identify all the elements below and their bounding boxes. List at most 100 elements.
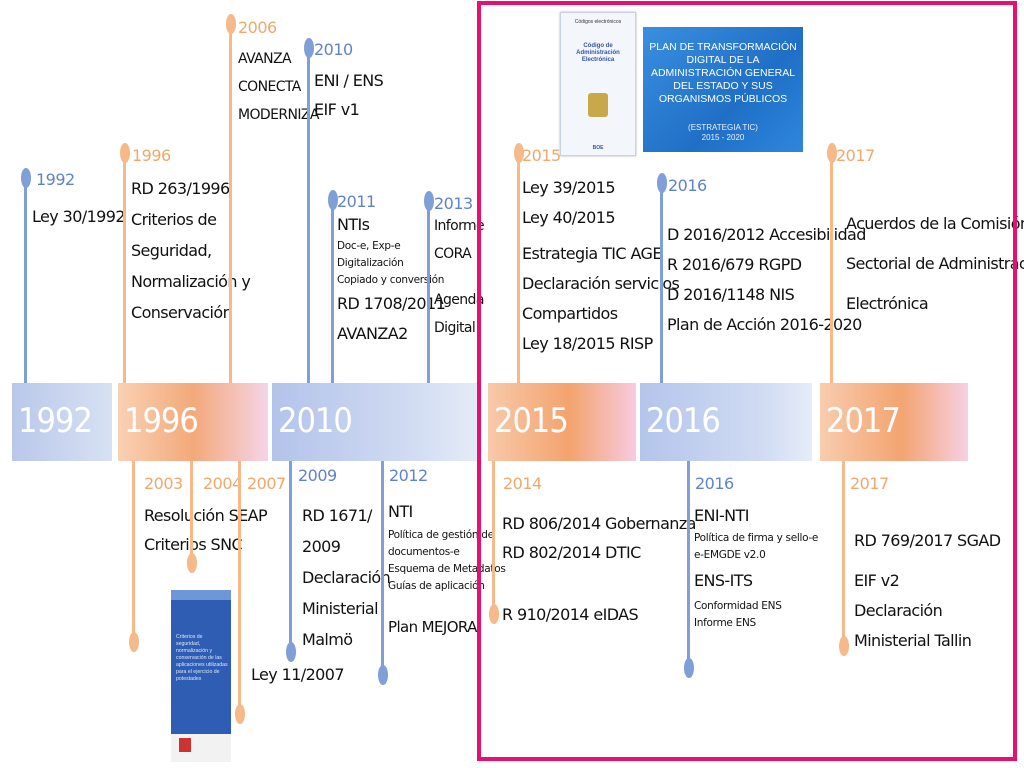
marker-dot <box>684 658 694 678</box>
timeline-band-2017: 2017 <box>820 383 968 461</box>
event-detail: Guías de aplicación <box>388 580 485 592</box>
event-line: Normalización y <box>131 272 251 291</box>
cover-header: Códigos electrónicos <box>574 19 622 25</box>
marker-dot <box>424 191 434 211</box>
event-line: RD 769/2017 SGAD <box>854 531 1001 550</box>
marker-dot <box>827 143 837 163</box>
marker-dot <box>226 14 236 34</box>
timeline-band-2010: 2010 <box>272 383 477 461</box>
event-line: Agenda <box>434 292 484 308</box>
event-year: 2009 <box>298 466 337 485</box>
codigo-administracion-electronica-cover: Códigos electrónicos Código de Administr… <box>560 12 636 156</box>
event-line: AVANZA <box>238 51 292 67</box>
event-line: CONECTA <box>238 79 301 95</box>
event-year: 2013 <box>434 194 473 213</box>
event-title: NTIs <box>337 215 370 234</box>
marker-dot <box>120 143 130 163</box>
event-line: Conservación <box>131 303 233 322</box>
event-line: Plan MEJORA <box>388 618 477 636</box>
marker-dot <box>328 190 338 210</box>
event-line: Resolución SEAP <box>144 506 268 525</box>
plan-transformacion-digital-cover: PLAN DE TRANSFORMACIÓN DIGITAL DE LA ADM… <box>643 27 803 152</box>
event-year: 2004 <box>203 474 242 493</box>
event-line: MODERNIZA <box>238 107 319 123</box>
event-year: 2016 <box>695 474 734 493</box>
event-title: NTI <box>388 502 413 521</box>
event-detail: Esquema de Metadatos <box>388 563 506 575</box>
event-line: Declaración <box>854 601 943 620</box>
event-line: Acuerdos de la Comisión <box>846 214 1024 233</box>
marker-dot <box>235 704 245 724</box>
event-year: 1992 <box>36 170 75 189</box>
band-year: 2016 <box>646 401 721 441</box>
event-year: 2017 <box>836 146 875 165</box>
event-line: Ministerial Tallin <box>854 631 972 650</box>
event-line: Declaración <box>302 568 391 587</box>
cover-title: Código de Administración Electrónica <box>576 43 620 63</box>
marker-dot <box>286 642 296 662</box>
band-year: 2010 <box>278 401 353 441</box>
event-line: Ley 30/1992 <box>32 207 126 226</box>
event-line: Malmö <box>302 630 353 649</box>
event-detail: documentos-e <box>388 546 460 558</box>
marker-dot <box>129 632 139 652</box>
cover-title: Criterios de seguridad, normalización y … <box>176 634 228 682</box>
event-year: 2014 <box>503 474 542 493</box>
marker-dot <box>489 604 499 624</box>
event-line: Ley 39/2015 <box>522 178 616 197</box>
cover-footer: BOE <box>592 145 604 151</box>
marker-dot <box>378 665 388 685</box>
event-line: RD 1671/ <box>302 506 372 525</box>
timeline-band-1996: 1996 <box>118 383 268 461</box>
event-year: 2006 <box>238 18 277 37</box>
event-year: 2011 <box>337 192 376 211</box>
cover-subtitle: (ESTRATEGIA TIC) <box>688 123 758 132</box>
event-year: 2015 <box>522 146 561 165</box>
event-line: Criterios de <box>131 210 217 229</box>
cover-years: 2015 - 2020 <box>701 133 745 142</box>
event-line: 2009 <box>302 537 341 556</box>
event-year: 2012 <box>389 466 428 485</box>
event-line: D 2016/2012 Accesibilidad <box>667 225 866 244</box>
event-line: Criterios SNC <box>144 535 243 554</box>
band-year: 1992 <box>18 401 93 441</box>
event-line: Ley 40/2015 <box>522 208 616 227</box>
band-year: 1996 <box>124 401 199 441</box>
event-line: EIF v1 <box>314 100 360 119</box>
event-year: 2016 <box>668 176 707 195</box>
event-line: Ley 18/2015 RISP <box>522 334 653 353</box>
marker-dot <box>304 38 314 58</box>
seal-icon <box>179 738 191 752</box>
event-line: AVANZA2 <box>337 324 408 343</box>
event-detail: Política de firma y sello-e <box>694 532 819 544</box>
event-year: 2017 <box>850 474 889 493</box>
event-detail: Copiado y conversión <box>337 274 445 286</box>
event-line: RD 806/2014 Gobernanza <box>502 514 696 533</box>
cover-title: PLAN DE TRANSFORMACIÓN DIGITAL DE LA ADM… <box>649 41 797 105</box>
band-year: 2015 <box>494 401 569 441</box>
marker-dot <box>657 173 667 193</box>
band-year: 2017 <box>826 401 901 441</box>
event-line: R 910/2014 eIDAS <box>502 605 639 624</box>
marker-dot <box>514 143 524 163</box>
event-detail: e-EMGDE v2.0 <box>694 549 766 561</box>
event-detail: Doc-e, Exp-e <box>337 240 401 252</box>
event-line: ENI / ENS <box>314 71 384 90</box>
highlight-frame <box>477 1 1017 761</box>
event-line: D 2016/1148 NIS <box>667 285 795 304</box>
event-line: Ley 11/2007 <box>251 665 345 684</box>
event-line: EIF v2 <box>854 571 900 590</box>
event-detail: Conformidad ENS <box>694 600 782 612</box>
event-year: 2010 <box>314 40 353 59</box>
event-detail: Informe ENS <box>694 617 756 629</box>
event-line: Electrónica <box>846 294 929 313</box>
event-line: CORA <box>434 246 472 262</box>
event-line: Estrategia TIC AGE <box>522 244 662 263</box>
criterios-seguridad-cover: Criterios de seguridad, normalización y … <box>171 590 231 762</box>
event-line: Ministerial <box>302 599 379 618</box>
timeline-band-1992: 1992 <box>12 383 112 461</box>
event-title: ENI-NTI <box>694 506 749 525</box>
marker-dot <box>187 553 197 573</box>
timeline-band-2015: 2015 <box>488 383 636 461</box>
seal-icon <box>588 93 608 117</box>
